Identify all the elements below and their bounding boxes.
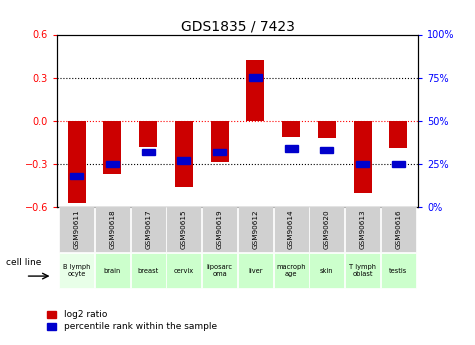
Text: testis: testis (389, 268, 408, 274)
Bar (356, 161, 369, 167)
Text: GSM90616: GSM90616 (395, 209, 401, 249)
Text: GSM90620: GSM90620 (324, 209, 330, 249)
Bar (70, 173, 83, 179)
Bar (345, 207, 380, 252)
Bar (131, 253, 166, 288)
Bar (139, 121, 157, 147)
Bar (309, 207, 344, 252)
Bar (282, 121, 300, 137)
Text: GSM90618: GSM90618 (109, 209, 115, 249)
Bar (202, 253, 237, 288)
Bar (142, 149, 154, 155)
Text: GSM90617: GSM90617 (145, 209, 151, 249)
Bar (390, 121, 407, 148)
Bar (175, 121, 193, 187)
Bar (211, 121, 228, 162)
Bar (249, 75, 262, 81)
Bar (392, 161, 405, 167)
Bar (106, 161, 119, 167)
Bar (202, 207, 237, 252)
Text: macroph
age: macroph age (276, 264, 306, 277)
Text: GSM90614: GSM90614 (288, 209, 294, 249)
Legend: log2 ratio, percentile rank within the sample: log2 ratio, percentile rank within the s… (48, 310, 217, 331)
Bar (68, 121, 86, 203)
Text: liposarc
oma: liposarc oma (207, 264, 233, 277)
Bar (354, 121, 371, 193)
Title: GDS1835 / 7423: GDS1835 / 7423 (180, 19, 294, 33)
Bar (95, 207, 130, 252)
Bar (309, 253, 344, 288)
Bar (381, 207, 416, 252)
Text: cell line: cell line (6, 258, 42, 267)
Bar (247, 60, 264, 121)
Bar (285, 145, 297, 151)
Bar (178, 157, 190, 164)
Text: T lymph
oblast: T lymph oblast (349, 264, 376, 277)
Text: brain: brain (104, 268, 121, 274)
Text: GSM90619: GSM90619 (217, 209, 223, 249)
Text: GSM90611: GSM90611 (74, 209, 80, 249)
Bar (95, 253, 130, 288)
Bar (166, 207, 201, 252)
Text: GSM90613: GSM90613 (360, 209, 366, 249)
Text: B lymph
ocyte: B lymph ocyte (63, 264, 90, 277)
Bar (345, 253, 380, 288)
Bar (131, 207, 166, 252)
Bar (238, 207, 273, 252)
Text: breast: breast (138, 268, 159, 274)
Text: GSM90612: GSM90612 (252, 209, 258, 249)
Bar (166, 253, 201, 288)
Bar (104, 121, 121, 174)
Text: liver: liver (248, 268, 263, 274)
Bar (321, 147, 333, 153)
Text: cervix: cervix (174, 268, 194, 274)
Bar (381, 253, 416, 288)
Text: GSM90615: GSM90615 (181, 209, 187, 249)
Bar (59, 253, 94, 288)
Bar (274, 253, 309, 288)
Bar (318, 121, 336, 138)
Bar (59, 207, 94, 252)
Bar (213, 149, 226, 155)
Text: skin: skin (320, 268, 333, 274)
Bar (238, 253, 273, 288)
Bar (274, 207, 309, 252)
